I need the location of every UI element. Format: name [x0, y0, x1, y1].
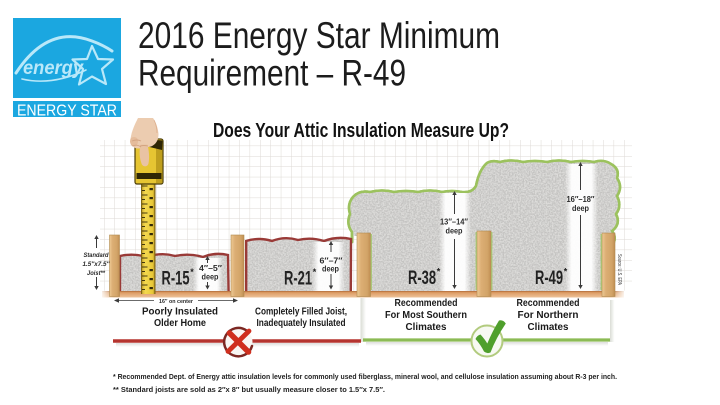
svg-text:Inadequately Insulated: Inadequately Insulated — [257, 318, 346, 329]
svg-text:6″–7″: 6″–7″ — [320, 256, 343, 266]
svg-text:*: * — [190, 267, 194, 277]
svg-text:1.5″x7.5″: 1.5″x7.5″ — [83, 261, 111, 268]
svg-text:energy: energy — [23, 58, 84, 79]
svg-text:* Recommended Dept. of Energy: * Recommended Dept. of Energy attic insu… — [113, 372, 617, 381]
svg-text:For Most Southern: For Most Southern — [385, 310, 467, 321]
svg-text:R-38: R-38 — [408, 268, 436, 289]
svg-text:Older Home: Older Home — [154, 318, 206, 329]
svg-text:Completely Filled Joist,: Completely Filled Joist, — [255, 307, 347, 318]
svg-text:Joist**: Joist** — [87, 270, 105, 277]
svg-text:Does Your Attic Insulation Mea: Does Your Attic Insulation Measure Up? — [213, 120, 509, 142]
svg-text:Poorly Insulated: Poorly Insulated — [142, 307, 218, 318]
svg-text:deep: deep — [202, 272, 219, 282]
svg-text:13″–14″: 13″–14″ — [440, 217, 468, 227]
svg-text:Standard: Standard — [84, 252, 110, 259]
svg-text:For Northern: For Northern — [518, 310, 579, 321]
svg-text:R-15: R-15 — [162, 269, 190, 290]
svg-text:deep: deep — [322, 264, 339, 274]
svg-text:*: * — [313, 267, 317, 277]
svg-text:Climates: Climates — [528, 322, 569, 333]
svg-text:16″–18″: 16″–18″ — [567, 194, 595, 204]
svg-text:R-49: R-49 — [535, 268, 563, 289]
svg-text:ENERGY STAR: ENERGY STAR — [17, 103, 117, 120]
svg-text:16″ on center: 16″ on center — [159, 299, 194, 305]
svg-text:Recommended: Recommended — [395, 298, 458, 309]
svg-text:Requirement – R-49: Requirement – R-49 — [138, 53, 406, 94]
svg-text:Recommended: Recommended — [517, 298, 580, 309]
svg-text:Climates: Climates — [406, 322, 447, 333]
svg-text:deep: deep — [572, 203, 589, 213]
svg-text:Source: U.S. EPA: Source: U.S. EPA — [616, 254, 622, 285]
svg-text:*: * — [437, 267, 441, 277]
svg-text:2016 Energy Star Minimum: 2016 Energy Star Minimum — [138, 15, 500, 56]
svg-text:** Standard joists are sold as: ** Standard joists are sold as 2″x 8″ bu… — [113, 385, 385, 394]
svg-text:*: * — [564, 267, 568, 277]
svg-text:R-21: R-21 — [284, 269, 312, 290]
svg-text:4″–5″: 4″–5″ — [199, 263, 222, 273]
svg-text:deep: deep — [446, 226, 463, 236]
